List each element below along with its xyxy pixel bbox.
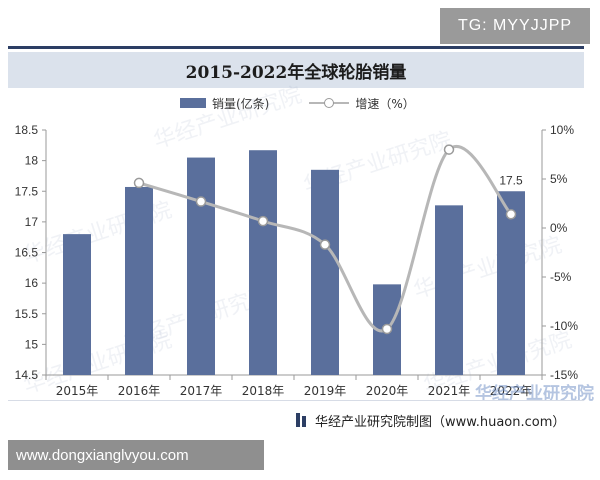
y-left-tick-label: 16: [25, 276, 39, 290]
watermark-corner: 华经产业研究院: [475, 383, 594, 404]
y-left-tick-label: 14.5: [15, 368, 39, 382]
x-tick-label: 2020年: [366, 384, 409, 398]
bar: [187, 157, 215, 375]
x-tick-label: 2015年: [56, 384, 99, 398]
chart-title: 2015-2022年全球轮胎销量: [185, 62, 407, 83]
y-left-tick-label: 17: [25, 215, 39, 229]
legend-item-sales: 销量(亿条): [180, 95, 269, 112]
y-left-tick-label: 17.5: [15, 184, 39, 198]
x-tick-label: 2016年: [118, 384, 161, 398]
y-right-tick-label: 10%: [550, 123, 574, 137]
growth-point: [257, 215, 269, 227]
y-right-tick-label: 5%: [550, 172, 568, 186]
x-tick-label: 2017年: [180, 384, 223, 398]
x-tick-label: 2018年: [242, 384, 285, 398]
legend-label-growth: 增速（%）: [355, 96, 415, 111]
url-badge: www.dongxianglvyou.com: [8, 440, 264, 470]
legend-bar-swatch: [180, 98, 206, 108]
source-note: 华经产业研究院制图（www.huaon.com）: [296, 410, 565, 430]
y-left-tick-label: 15.5: [15, 307, 39, 321]
x-tick-label: 2019年: [304, 384, 347, 398]
legend-line-swatch: [309, 96, 350, 110]
legend-item-growth: 增速（%）: [309, 95, 415, 112]
y-right-tick-label: -15%: [550, 368, 578, 382]
growth-point: [505, 209, 517, 220]
y-right-tick-label: 0%: [550, 221, 568, 235]
source-text: 华经产业研究院制图（www.huaon.com）: [315, 414, 566, 430]
y-right-tick-label: -5%: [550, 270, 572, 284]
chart-title-bar: 2015-2022年全球轮胎销量: [8, 52, 584, 88]
footer-rule: [8, 400, 584, 401]
header-rule: [8, 46, 584, 49]
y-right-tick-label: -10%: [550, 319, 578, 333]
data-label: 17.5: [499, 173, 523, 187]
tg-badge: TG: MYYJJPP: [440, 8, 590, 44]
growth-point: [195, 196, 207, 207]
y-left-tick-label: 18.5: [15, 123, 39, 137]
x-tick-label: 2021年: [428, 384, 471, 398]
y-left-tick-label: 15: [25, 337, 39, 351]
bar: [125, 186, 153, 375]
x-tick-label: 2022年: [490, 384, 533, 398]
bar: [63, 234, 91, 375]
growth-point: [381, 323, 393, 335]
y-left-tick-label: 16.5: [15, 246, 39, 260]
brand-icon: [296, 413, 307, 427]
growth-point: [443, 144, 455, 155]
growth-point: [319, 239, 331, 250]
bar: [435, 205, 463, 375]
growth-point: [133, 177, 145, 189]
chart-legend: 销量(亿条) 增速（%）: [180, 92, 455, 114]
y-left-tick-label: 18: [25, 154, 39, 168]
bar: [249, 150, 277, 375]
bar: [497, 191, 525, 375]
bar: [311, 169, 339, 375]
legend-label-sales: 销量(亿条): [212, 96, 270, 111]
